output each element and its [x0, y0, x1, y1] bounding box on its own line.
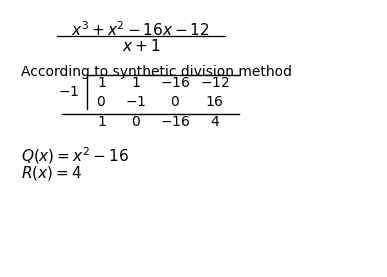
Text: $-16$: $-16$ — [160, 76, 190, 90]
Text: $-16$: $-16$ — [160, 115, 190, 129]
Text: $x^3+x^2-16x-12$: $x^3+x^2-16x-12$ — [71, 20, 210, 39]
Text: $1$: $1$ — [96, 115, 106, 129]
Text: $R(x) = 4$: $R(x) = 4$ — [21, 165, 82, 183]
Text: $0$: $0$ — [131, 115, 141, 129]
Text: $-1$: $-1$ — [58, 85, 80, 99]
Text: $Q(x) = x^2-16$: $Q(x) = x^2-16$ — [21, 145, 128, 166]
Text: $1$: $1$ — [131, 76, 140, 90]
Text: $4$: $4$ — [210, 115, 220, 129]
Text: $0$: $0$ — [170, 95, 180, 109]
Text: $1$: $1$ — [96, 76, 106, 90]
Text: $x+1$: $x+1$ — [122, 38, 160, 54]
Text: According to synthetic division method: According to synthetic division method — [21, 65, 291, 78]
Text: $16$: $16$ — [205, 95, 224, 109]
Text: $-12$: $-12$ — [200, 76, 229, 90]
Text: $0$: $0$ — [96, 95, 106, 109]
Text: $-1$: $-1$ — [125, 95, 146, 109]
